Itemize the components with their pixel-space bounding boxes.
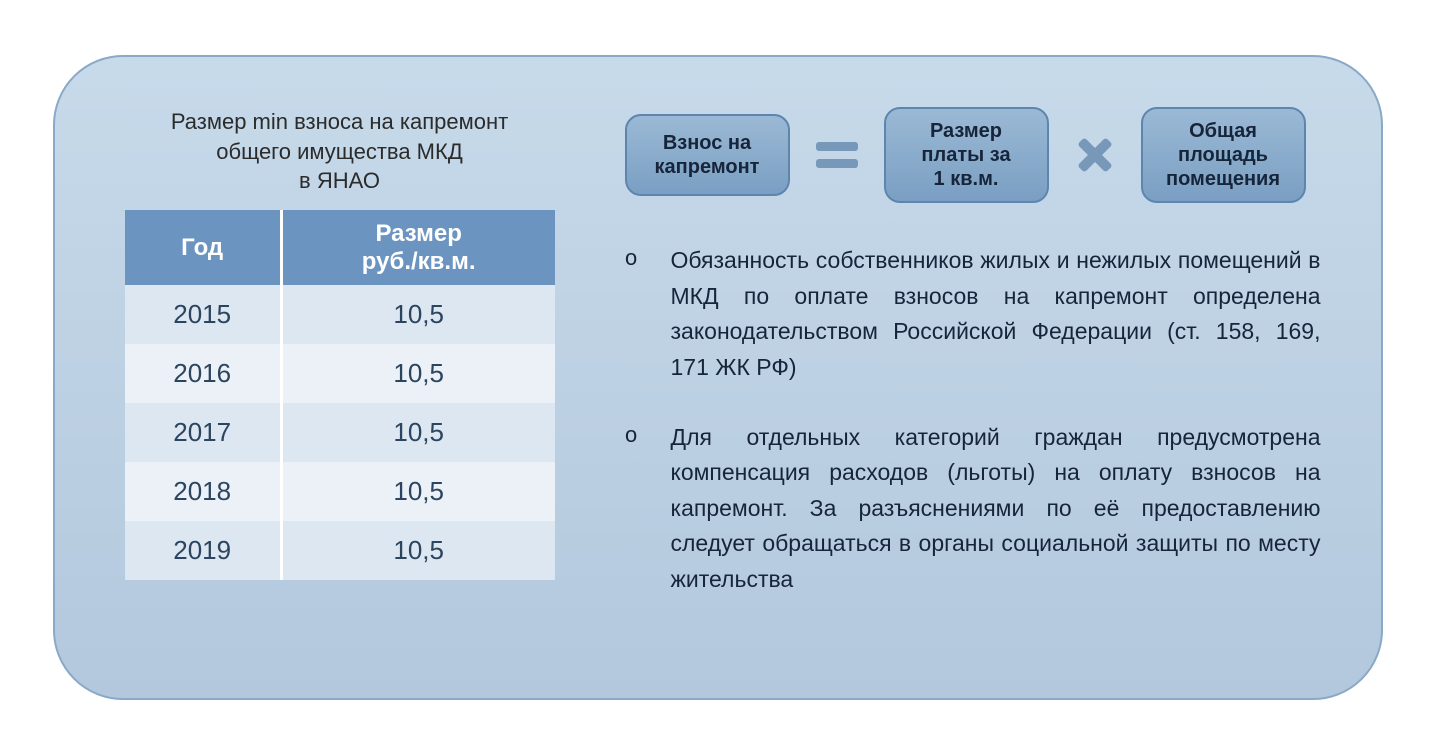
cell-year: 2015: [125, 285, 282, 344]
info-panel: Размер min взноса на капремонтобщего иму…: [53, 55, 1383, 700]
cell-year: 2019: [125, 521, 282, 580]
list-item: Обязанность собственников жилых и нежилы…: [625, 243, 1321, 386]
list-item: Для отдельных категорий граждан предусмо…: [625, 420, 1321, 598]
formula-box-fee: Взнос накапремонт: [625, 114, 790, 196]
cell-value: 10,5: [281, 403, 554, 462]
col-header-size: Размерруб./кв.м.: [281, 210, 554, 285]
bullet-list: Обязанность собственников жилых и нежилы…: [625, 243, 1321, 632]
cell-year: 2017: [125, 403, 282, 462]
fee-table: Год Размерруб./кв.м. 2015 10,5 2016 10,5…: [125, 210, 555, 580]
table-row: 2016 10,5: [125, 344, 555, 403]
cell-value: 10,5: [281, 462, 554, 521]
formula-box-rate: Размерплаты за1 кв.м.: [884, 107, 1049, 203]
right-column: Взнос накапремонт Размерплаты за1 кв.м. …: [625, 107, 1321, 648]
cell-value: 10,5: [281, 285, 554, 344]
equals-icon: [814, 137, 860, 173]
formula-box-area: Общаяплощадьпомещения: [1141, 107, 1306, 203]
multiply-icon: [1073, 133, 1117, 177]
col-header-year: Год: [125, 210, 282, 285]
cell-year: 2016: [125, 344, 282, 403]
table-row: 2019 10,5: [125, 521, 555, 580]
table-title: Размер min взноса на капремонтобщего иму…: [171, 107, 508, 196]
table-row: 2017 10,5: [125, 403, 555, 462]
left-column: Размер min взноса на капремонтобщего иму…: [115, 107, 565, 648]
table-row: 2018 10,5: [125, 462, 555, 521]
cell-value: 10,5: [281, 521, 554, 580]
table-row: 2015 10,5: [125, 285, 555, 344]
cell-value: 10,5: [281, 344, 554, 403]
formula-row: Взнос накапремонт Размерплаты за1 кв.м. …: [625, 107, 1321, 203]
cell-year: 2018: [125, 462, 282, 521]
